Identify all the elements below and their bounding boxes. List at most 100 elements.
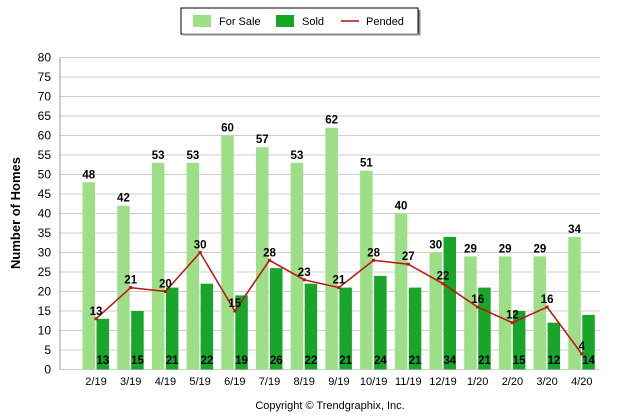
y-tick-label: 25 [38,265,52,279]
label-sold: 22 [200,355,213,367]
y-tick-label: 20 [38,285,52,299]
bar-sold [512,311,526,370]
bar-for-sale [498,256,512,370]
legend-label-pended: Pended [366,16,404,28]
pended-point [268,258,271,262]
bar-sold [304,283,318,370]
y-tick-label: 55 [38,148,52,162]
pended-point [302,278,306,282]
bar-for-sale [290,162,304,370]
label-sold: 21 [166,355,179,367]
label-for-sale: 29 [464,243,477,255]
label-sold: 12 [547,355,560,367]
y-tick-label: 0 [44,363,51,377]
label-sold: 22 [305,355,318,367]
bar-sold [96,318,109,370]
y-tick-label: 75 [38,70,52,84]
y-tick-label: 15 [38,304,52,318]
label-pended: 16 [541,294,554,306]
label-sold: 21 [478,355,491,367]
data-labels: 48 13 42 15 53 21 53 22 60 19 57 26 53 22 62 21 51 24 40 21… [82,115,595,367]
label-pended: 27 [402,251,415,263]
label-for-sale: 29 [533,243,546,255]
pended-point [372,258,376,262]
pended-point [580,352,584,356]
y-tick-label: 45 [38,187,52,201]
bar-for-sale [82,182,95,370]
bar-sold [408,287,422,370]
label-pended: 28 [367,247,380,259]
label-pended: 28 [263,247,276,259]
legend-label-for-sale: For Sale [219,16,261,28]
label-pended: 30 [194,240,207,252]
pended-point [163,290,167,293]
bars [82,127,595,370]
label-for-sale: 57 [256,134,269,146]
bar-for-sale [117,205,130,370]
bar-for-sale [394,213,408,370]
pended-line [94,251,584,356]
label-pended: 12 [506,310,519,322]
label-for-sale: 60 [221,123,234,135]
pended-point [476,305,480,309]
label-sold: 15 [131,355,144,367]
x-tick-label: 8/19 [293,376,314,388]
label-for-sale: 53 [152,150,165,162]
pended-point [129,286,133,290]
label-for-sale: 62 [325,115,338,127]
label-sold: 15 [513,355,526,367]
label-sold: 24 [374,355,387,367]
x-tick-label: 9/19 [328,376,349,388]
y-ticks: 0 5 10 15 20 25 30 35 40 45 50 55 60 65 70 75 80 [38,51,52,377]
y-tick-label: 5 [44,343,51,357]
label-sold: 34 [443,355,456,367]
y-tick-label: 65 [38,109,52,123]
y-axis-label: Number of Homes [8,157,23,269]
label-pended: 21 [124,275,137,287]
label-pended: 21 [333,275,346,287]
bar-for-sale [325,127,338,370]
bar-sold [270,268,283,370]
bar-sold [582,314,595,370]
bar-for-sale [186,162,200,370]
x-tick-label: 4/20 [571,376,592,388]
legend-label-sold: Sold [302,16,324,28]
label-sold: 26 [270,355,283,367]
label-for-sale: 34 [568,224,581,236]
bar-sold [165,287,179,370]
label-for-sale: 53 [291,150,304,162]
bar-sold [374,275,387,370]
bar-sold [443,236,456,370]
label-for-sale: 42 [117,193,130,205]
label-pended: 23 [298,267,311,279]
legend: For Sale Sold Pended [180,7,421,36]
x-tick-label: 2/19 [85,376,106,388]
y-tick-label: 70 [38,90,52,104]
x-tick-label: 7/19 [259,376,280,388]
legend-swatch-for-sale [193,15,211,27]
pended-point [406,262,410,266]
label-pended: 16 [471,294,484,306]
label-for-sale: 53 [186,150,199,162]
label-sold: 21 [409,355,422,367]
bar-for-sale [464,256,477,370]
label-pended: 20 [159,279,172,291]
pended-point [337,286,341,290]
bar-for-sale [151,162,165,370]
x-tick-label: 12/19 [429,376,457,388]
x-tick-label: 2/20 [502,376,523,388]
pended-point [198,251,202,254]
y-tick-label: 35 [38,226,52,240]
bar-for-sale [221,135,234,370]
label-pended: 22 [437,271,450,283]
y-tick-label: 80 [38,51,52,65]
pended-point [545,305,549,309]
label-for-sale: 40 [395,201,408,213]
y-tick-label: 50 [38,168,52,182]
x-tick-label: 11/19 [395,376,422,388]
label-pended: 15 [228,298,241,310]
x-tick-label: 6/19 [224,376,245,388]
y-tick-label: 30 [38,246,52,260]
label-sold: 14 [582,355,595,367]
